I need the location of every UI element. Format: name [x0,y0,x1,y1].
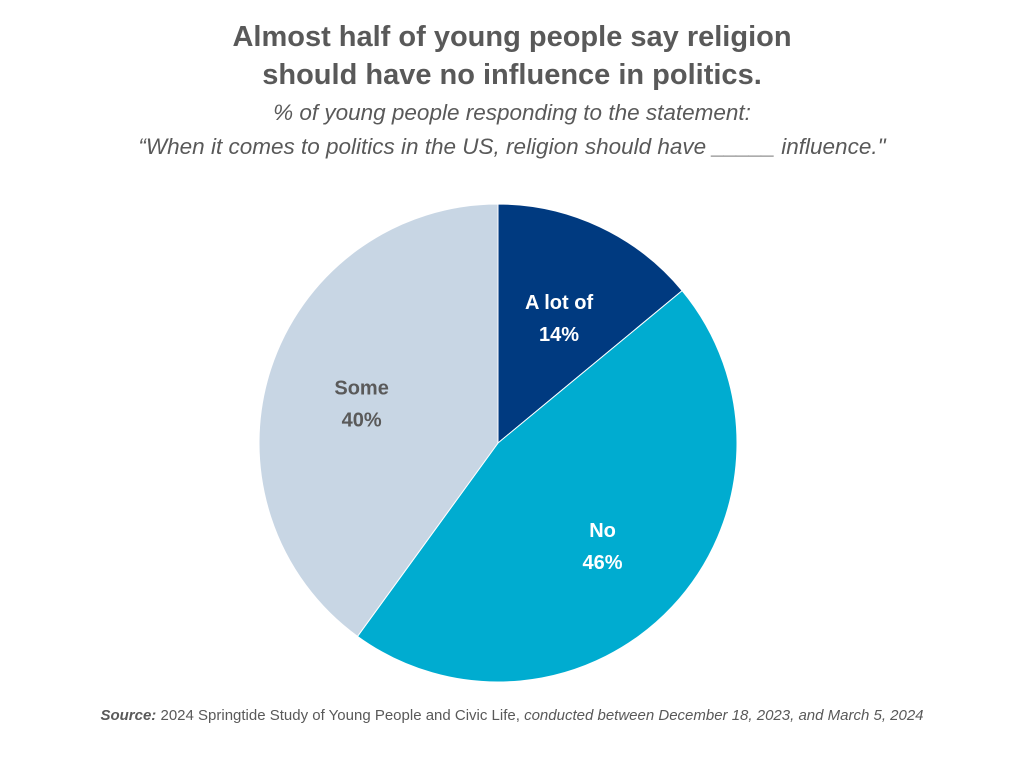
source-study: 2024 Springtide Study of Young People an… [156,707,520,724]
chart-title: Almost half of young people say religion… [0,18,1024,94]
pie-slice-a-lot-of [497,203,683,445]
pie-value-no: 46% [583,552,623,574]
pie-value-a-lot-of: 14% [539,324,579,346]
source-period: conducted between December 18, 2023, and… [519,707,924,724]
pie-slice-some [258,203,499,638]
source-label: Source: [100,707,157,724]
chart-title-line-2: should have no influence in politics. [262,59,762,91]
chart-subtitle-line-1: % of young people responding to the stat… [273,100,751,125]
pie-label-some: Some [334,378,388,400]
pie-value-some: 40% [342,410,382,432]
pie-slice-no [356,289,738,683]
chart-title-line-1: Almost half of young people say religion [232,21,792,53]
source-note: Source: 2024 Springtide Study of Young P… [0,707,1024,724]
chart-subtitle-line-2: “When it comes to politics in the US, re… [138,134,886,159]
chart-subtitle: % of young people responding to the stat… [0,96,1024,164]
pie-label-a-lot-of: A lot of [525,292,593,314]
pie-label-no: No [589,520,616,542]
